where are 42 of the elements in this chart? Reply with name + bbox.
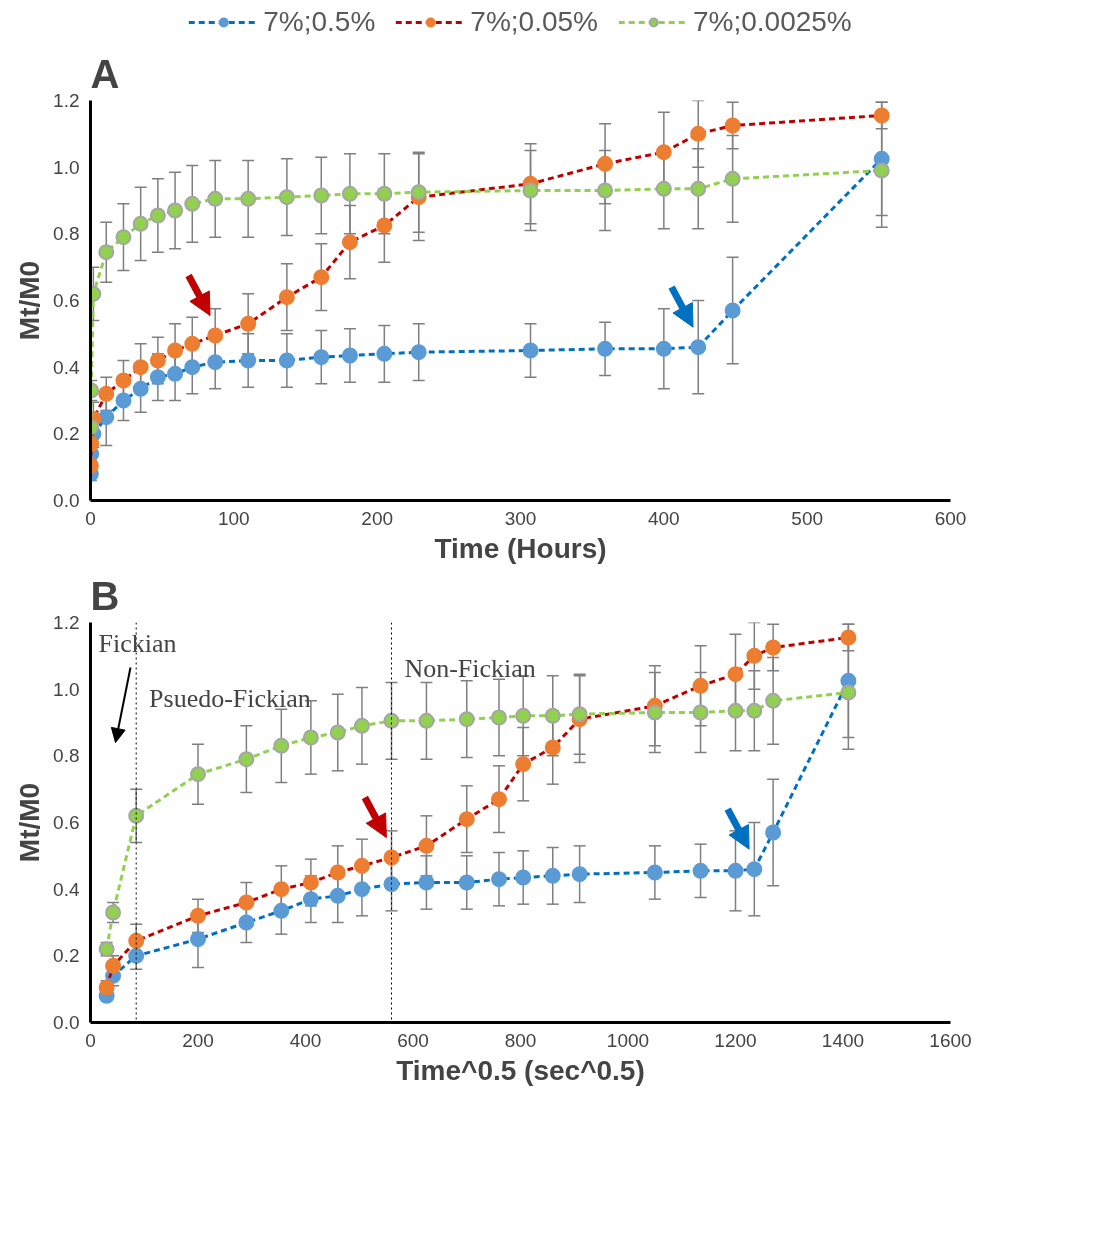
x-axis-title: Time^0.5 (sec^0.5) xyxy=(396,1054,645,1086)
x-tick-label: 1000 xyxy=(606,1029,650,1051)
y-tick-label: 0.0 xyxy=(53,1012,80,1033)
y-axis-title: Mt/M0 xyxy=(14,782,46,863)
x-tick-label: 400 xyxy=(647,507,680,529)
x-tick-label: 100 xyxy=(217,507,250,529)
y-tick-label: 0.2 xyxy=(53,945,80,967)
annotation: Non-Fickian xyxy=(404,653,536,683)
annotation: Fickian xyxy=(98,628,177,658)
x-tick-label: 300 xyxy=(504,507,537,529)
x-tick-label: 1600 xyxy=(929,1029,972,1051)
x-tick-label: 500 xyxy=(791,507,824,529)
legend-label: 7%;0.05% xyxy=(470,6,598,38)
x-axis-title: Time (Hours) xyxy=(434,532,607,564)
y-tick-label: 1.2 xyxy=(53,90,80,111)
y-tick-label: 0.0 xyxy=(53,490,80,511)
x-tick-label: 600 xyxy=(934,507,967,529)
x-tick-label: 400 xyxy=(289,1029,322,1051)
annotation: Psuedo-Fickian xyxy=(149,683,311,713)
x-tick-label: 1400 xyxy=(821,1029,865,1051)
x-tick-label: 600 xyxy=(397,1029,429,1051)
y-tick-label: 0.6 xyxy=(53,290,80,311)
x-tick-label: 1200 xyxy=(714,1029,757,1051)
y-tick-label: 1.0 xyxy=(53,156,80,178)
y-tick-label: 0.6 xyxy=(53,812,80,833)
y-tick-label: 0.8 xyxy=(53,745,80,767)
x-tick-label: 800 xyxy=(504,1029,537,1051)
x-tick-label: 200 xyxy=(361,507,394,529)
y-tick-label: 0.8 xyxy=(53,223,80,245)
y-axis-title: Mt/M0 xyxy=(14,260,46,341)
y-tick-label: 0.4 xyxy=(53,356,80,378)
y-tick-label: 1.0 xyxy=(53,678,80,700)
x-tick-label: 0 xyxy=(85,1029,96,1051)
y-tick-label: 0.2 xyxy=(53,423,80,445)
chart-title: A xyxy=(90,51,120,96)
y-tick-label: 0.4 xyxy=(53,878,80,900)
x-tick-label: 200 xyxy=(182,1029,214,1051)
legend-label: 7%;0.5% xyxy=(263,6,376,38)
chart-title: B xyxy=(90,573,120,618)
x-tick-label: 0 xyxy=(85,507,96,529)
y-tick-label: 1.2 xyxy=(53,612,80,633)
legend-label: 7%;0.0025% xyxy=(692,6,852,38)
